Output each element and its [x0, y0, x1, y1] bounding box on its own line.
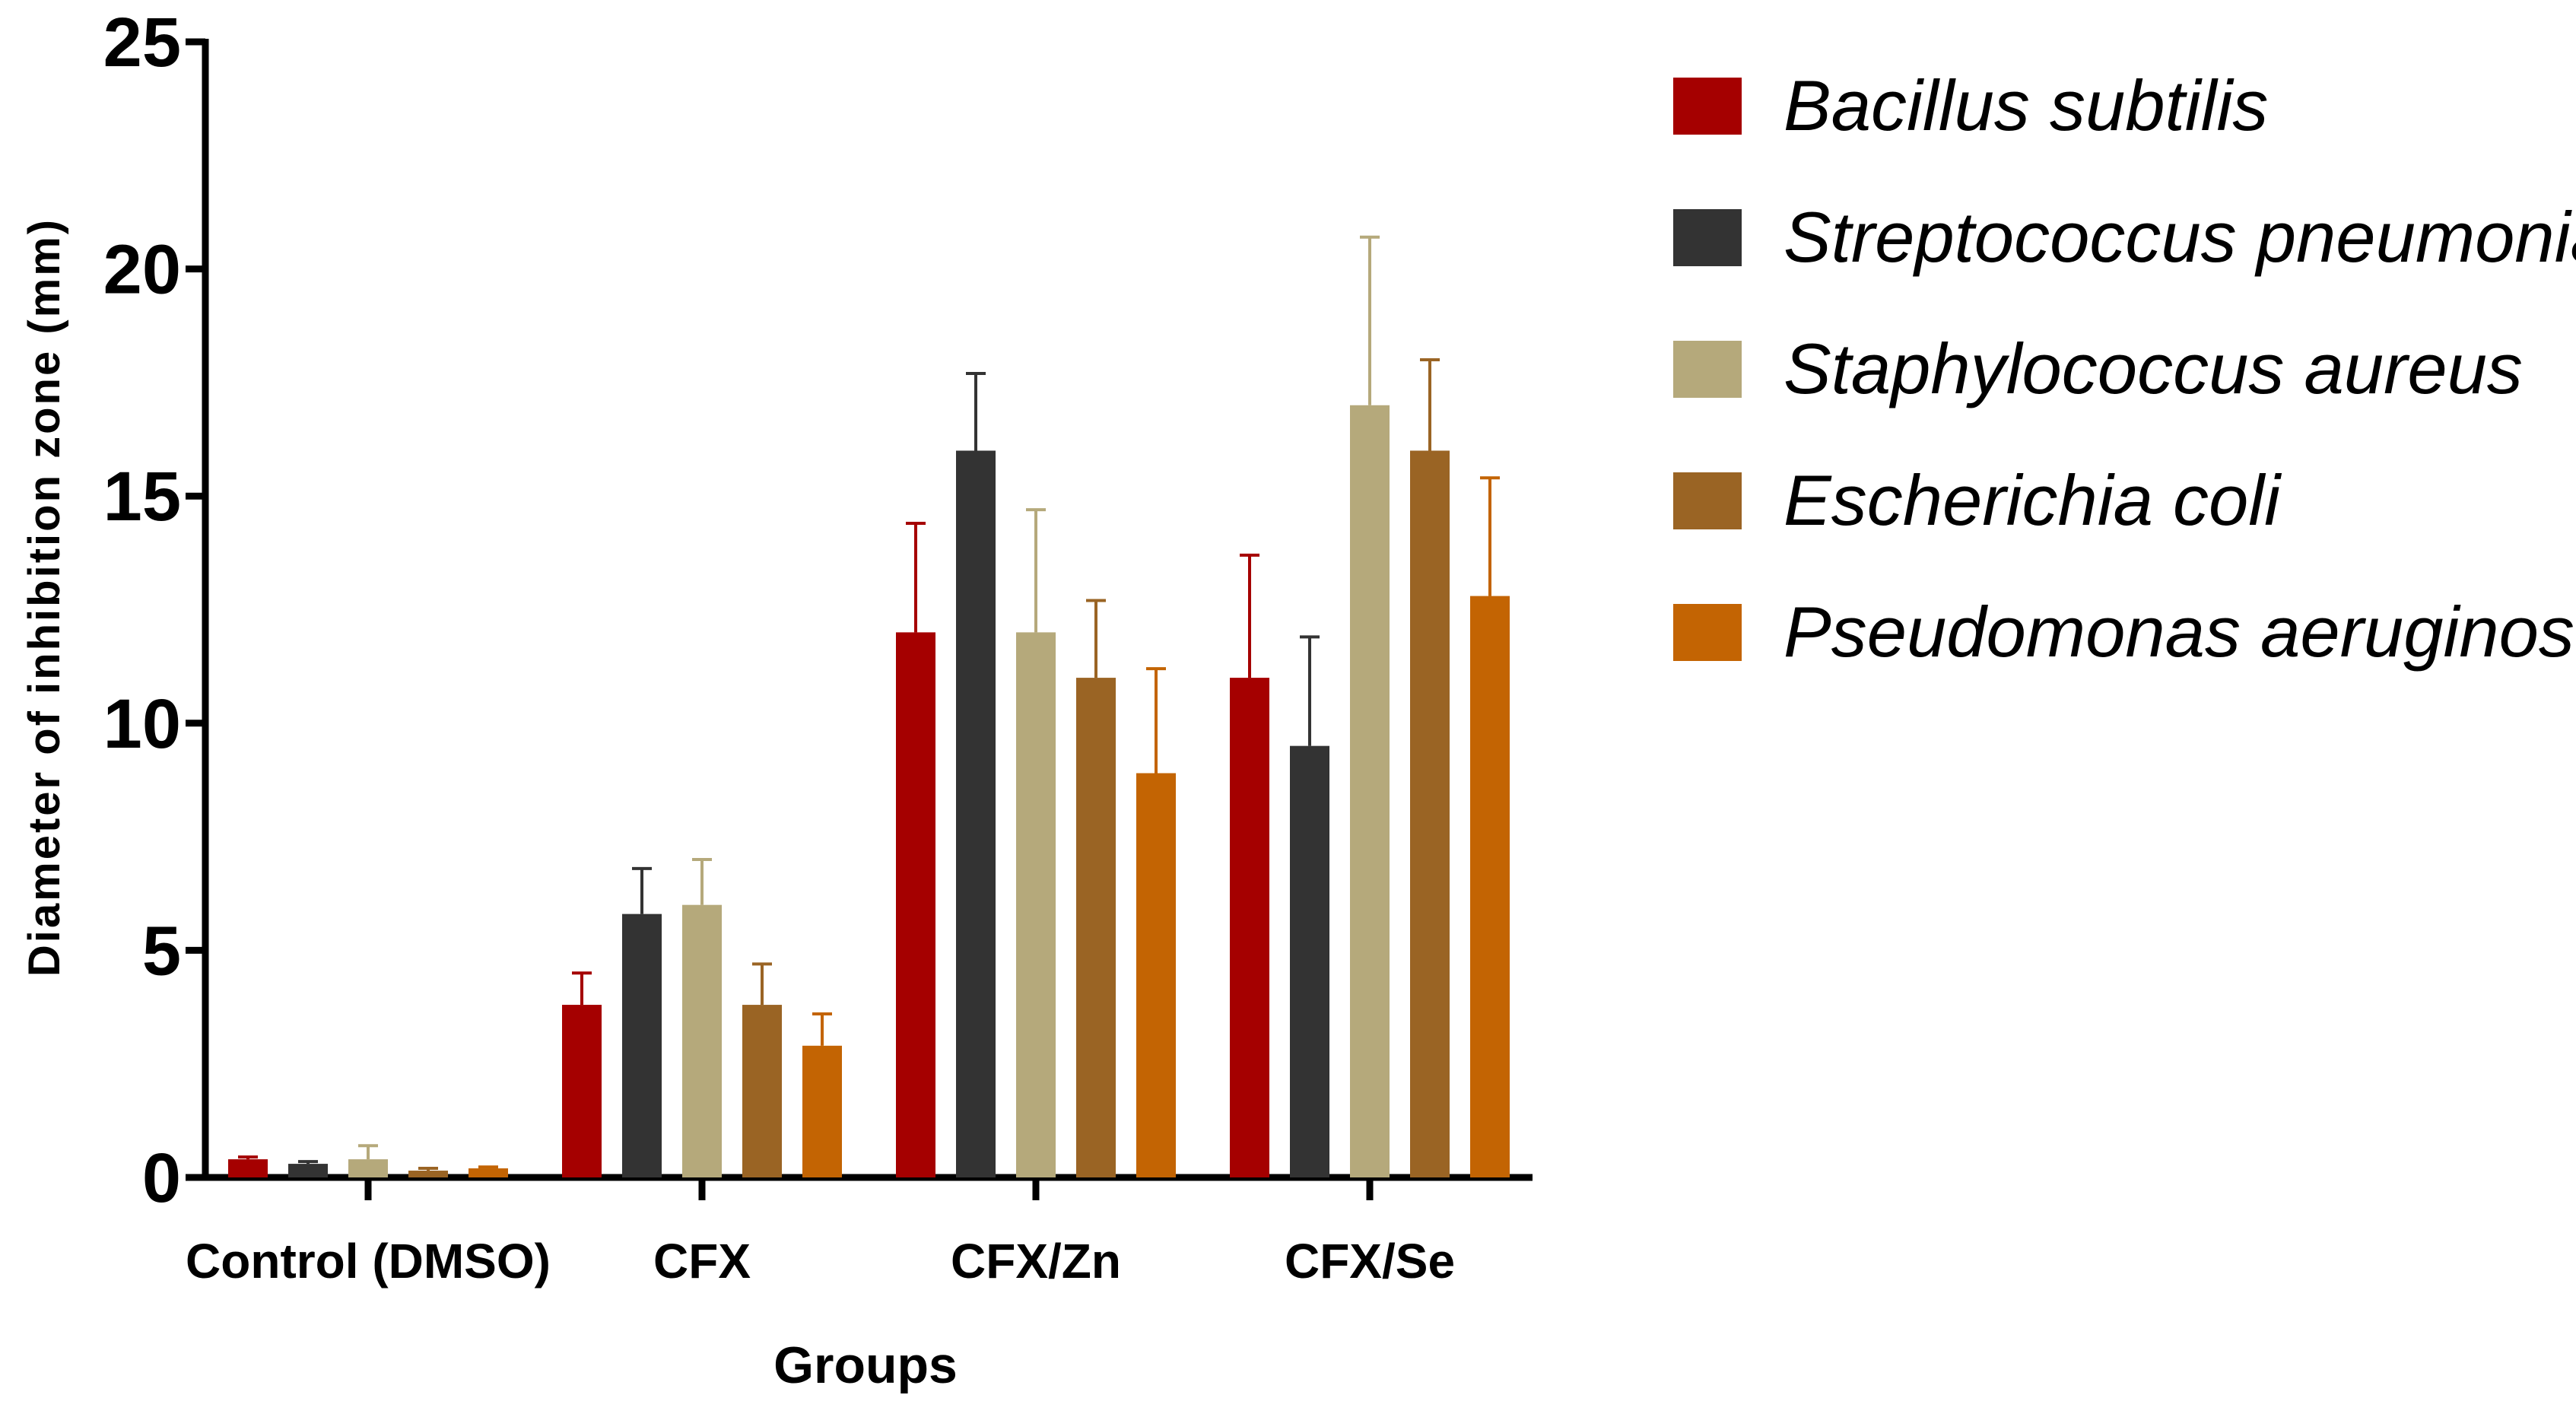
bar	[742, 1005, 782, 1177]
legend-swatch	[1673, 472, 1742, 529]
bar	[682, 904, 722, 1177]
y-tick-label: 25	[103, 4, 181, 81]
y-tick-label: 10	[103, 685, 181, 763]
bar	[1016, 632, 1056, 1177]
legend-swatch	[1673, 604, 1742, 661]
bar	[228, 1159, 268, 1177]
bar	[348, 1159, 388, 1177]
bar	[956, 450, 996, 1177]
x-category-label: Control (DMSO)	[186, 1234, 551, 1288]
legend-label: Escherichia coli	[1784, 460, 2282, 540]
legend-swatch	[1673, 78, 1742, 135]
error-bars-group	[238, 235, 1500, 1171]
legend-label: Pseudomonas aeruginosa	[1784, 592, 2576, 672]
bar	[408, 1171, 448, 1177]
bar	[1230, 678, 1269, 1177]
y-tick-label: 15	[103, 458, 181, 535]
y-tick-label: 5	[142, 912, 181, 990]
legend-label: Streptococcus pneumoniae	[1784, 197, 2576, 277]
bar	[896, 632, 935, 1177]
bar	[1290, 745, 1329, 1177]
y-axis-title: Diameter of inhibition zone (mm)	[20, 218, 69, 977]
bar	[288, 1164, 328, 1177]
bar	[469, 1168, 508, 1177]
legend-swatch	[1673, 341, 1742, 398]
x-category-label: CFX	[653, 1234, 751, 1288]
bar	[1350, 405, 1390, 1177]
bar	[622, 914, 662, 1177]
x-category-label: CFX/Se	[1285, 1234, 1455, 1288]
legend-label: Bacillus subtilis	[1784, 65, 2268, 145]
legend: Bacillus subtilis Streptococcus pneumonia…	[1673, 65, 2576, 672]
x-axis-title: Groups	[773, 1336, 958, 1394]
bar	[1410, 450, 1450, 1177]
bar	[1136, 773, 1176, 1177]
legend-label: Staphylococcus aureus	[1784, 329, 2523, 408]
x-axis: Control (DMSO) CFX CFX/Zn CFX/Se	[186, 1174, 1533, 1288]
bar	[1076, 678, 1116, 1177]
y-tick-label: 20	[103, 231, 181, 309]
bar	[802, 1045, 842, 1177]
y-axis: 0 5 10 15 20 25	[103, 4, 209, 1217]
bar	[562, 1005, 602, 1177]
bar-series-group	[228, 405, 1510, 1177]
bar	[1470, 596, 1510, 1177]
legend-swatch	[1673, 209, 1742, 266]
y-tick-label: 0	[142, 1139, 181, 1217]
x-category-label: CFX/Zn	[951, 1234, 1121, 1288]
